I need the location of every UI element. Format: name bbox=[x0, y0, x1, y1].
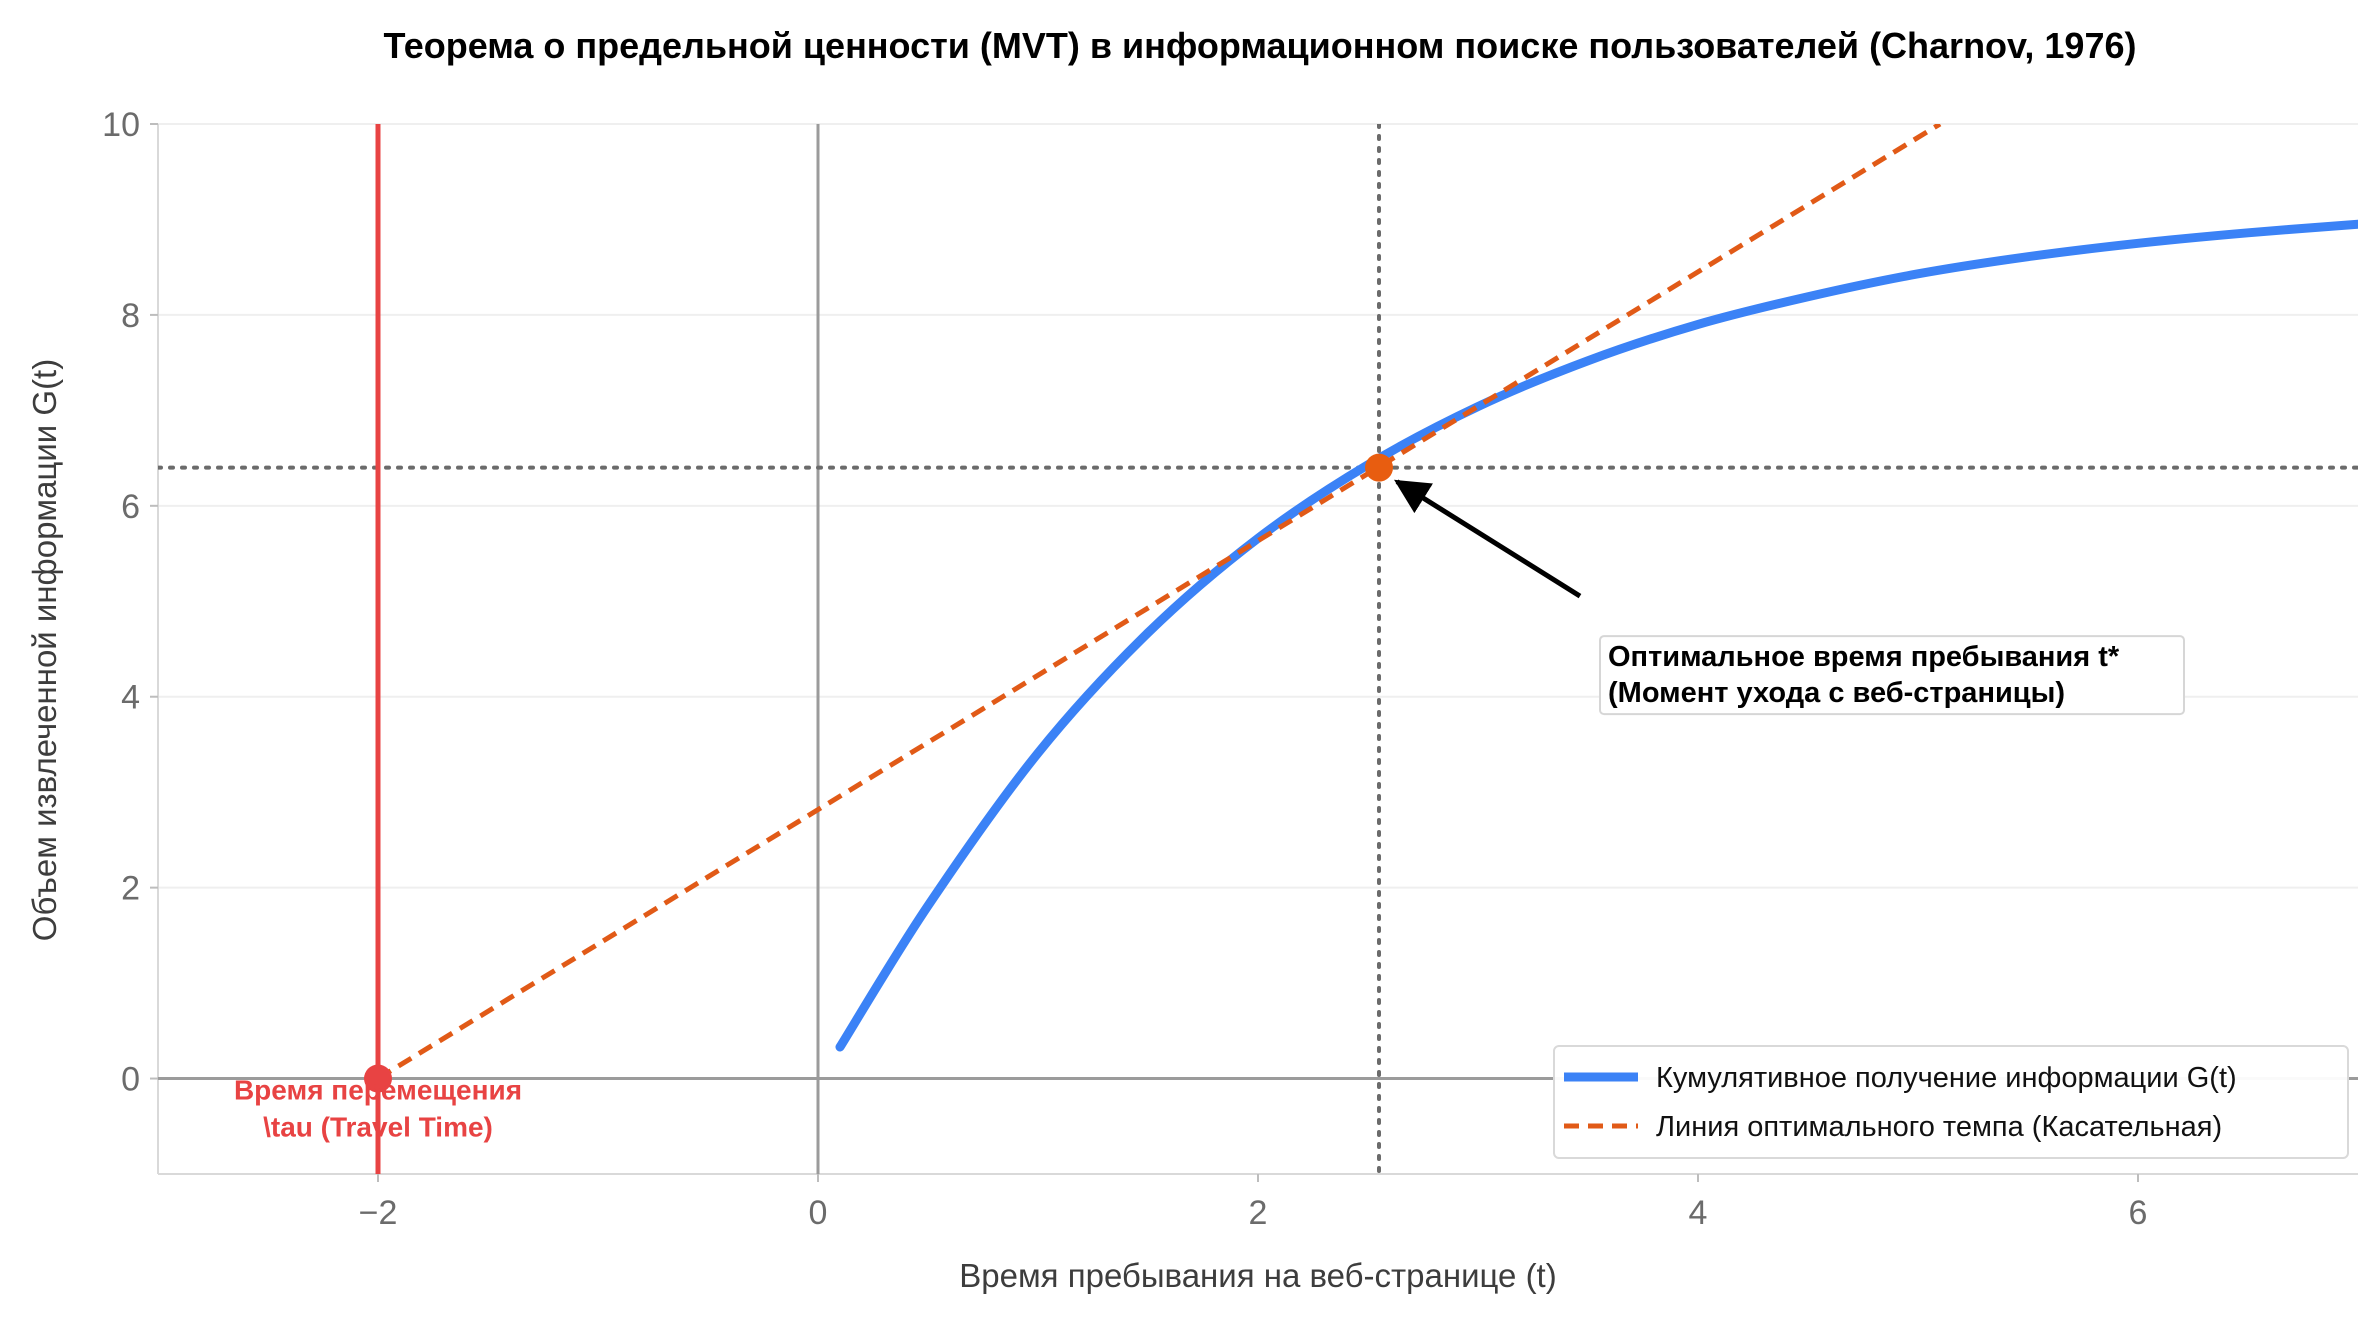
legend-box bbox=[1553, 1045, 2349, 1159]
y-tick-label: 8 bbox=[121, 297, 140, 335]
travel-annotation: Время перемещения \tau (Travel Time) bbox=[234, 1075, 522, 1143]
x-tick-label: 2 bbox=[1249, 1194, 1268, 1232]
legend-entry-tangent: Линия оптимального темпа (Касательная) bbox=[1656, 1111, 2222, 1143]
travel-annotation-text: \tau (Travel Time) bbox=[263, 1112, 493, 1143]
tangent-line bbox=[376, 124, 1942, 1081]
y-tick-label: 6 bbox=[121, 488, 140, 526]
grid-lines bbox=[158, 123, 2358, 1080]
y-tick-label: 0 bbox=[121, 1061, 140, 1099]
y-tick-label: 4 bbox=[121, 679, 140, 717]
annotation-text: Оптимальное время пребывания t* bbox=[1608, 641, 2120, 673]
annotation-text: (Момент ухода с веб-страницы) bbox=[1608, 677, 2065, 709]
x-tick-label: −2 bbox=[359, 1194, 398, 1232]
annotation-box bbox=[1599, 635, 2185, 716]
tick-labels: −2 0 2 4 6 0 2 4 6 8 10 bbox=[102, 106, 2147, 1232]
chart-title: Теорема о предельной ценности (MVT) в ин… bbox=[384, 25, 2137, 66]
y-tick-label: 2 bbox=[121, 870, 140, 908]
series-group bbox=[376, 124, 2358, 1081]
travel-annotation-text: Время перемещения bbox=[234, 1075, 522, 1106]
y-axis-label: Объем извлеченной информации G(t) bbox=[26, 359, 63, 941]
x-tick-label: 4 bbox=[1689, 1194, 1708, 1232]
y-tick-label: 10 bbox=[102, 106, 140, 144]
x-tick-label: 0 bbox=[809, 1194, 828, 1232]
legend: Кумулятивное получение информации G(t) Ли… bbox=[1553, 1045, 2349, 1159]
annotation-arrow bbox=[1394, 479, 1582, 599]
x-axis-label: Время пребывания на веб-странице (t) bbox=[959, 1257, 1556, 1294]
optimal-annotation: Оптимальное время пребывания t* (Момент у… bbox=[1394, 479, 2185, 716]
gain-curve bbox=[835, 219, 2358, 1052]
x-tick-label: 6 bbox=[2129, 1194, 2148, 1232]
travel-point bbox=[364, 1064, 392, 1093]
legend-entry-curve: Кумулятивное получение информации G(t) bbox=[1656, 1062, 2237, 1094]
optimal-point bbox=[1365, 453, 1393, 482]
points-group bbox=[364, 453, 1393, 1093]
